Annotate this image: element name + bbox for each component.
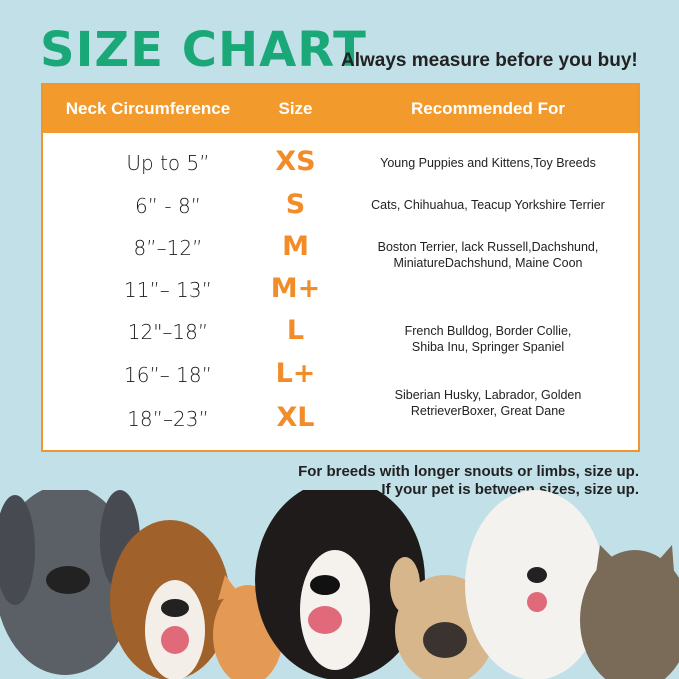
rec-line: MiniatureDachshund, Maine Coon	[393, 256, 583, 270]
table-header: Neck Circumference Size Recommended For	[43, 85, 638, 133]
size-table: Neck Circumference Size Recommended For …	[41, 83, 640, 452]
recommendation: Cats, Chihuahua, Teacup Yorkshire Terrie…	[343, 197, 633, 213]
great-dane-image	[0, 490, 140, 675]
neck-circumference: 12"–18”	[127, 320, 209, 344]
rec-line: French Bulldog, Border Collie,	[404, 324, 572, 338]
rec-line: Siberian Husky, Labrador, Golden	[394, 388, 582, 402]
bernese-image	[255, 490, 425, 679]
neck-circumference: 6” - 8”	[134, 194, 202, 218]
size-label: XS	[275, 146, 316, 177]
size-label: L	[286, 315, 305, 346]
header-size: Size	[278, 99, 313, 118]
note: For breeds with longer snouts or limbs, …	[298, 463, 639, 480]
header-neck: Neck Circumference	[65, 99, 231, 118]
maltese-image	[465, 490, 605, 679]
page-title: SIZE CHART	[40, 22, 367, 78]
size-label: XL	[276, 402, 315, 433]
note: If your pet is between sizes, size up.	[381, 481, 639, 498]
recommendation: Siberian Husky, Labrador, Golden Retrieve…	[343, 387, 633, 419]
size-label: M+	[270, 273, 321, 304]
recommendation: French Bulldog, Border Collie, Shiba Inu,…	[343, 323, 633, 355]
size-label: M	[282, 231, 309, 262]
pets-photo	[0, 490, 679, 679]
neck-circumference: 11”– 13”	[124, 278, 212, 302]
neck-circumference: 16”– 18”	[124, 363, 212, 387]
subtitle: Always measure before you buy!	[341, 50, 638, 71]
size-label: L+	[275, 358, 316, 389]
recommendation: Boston Terrier, lack Russell,Dachshund, M…	[343, 239, 633, 271]
neck-circumference: 8”–12”	[133, 236, 203, 260]
size-label: S	[285, 189, 306, 220]
neck-circumference: Up to 5”	[126, 151, 210, 175]
rec-line: Boston Terrier, lack Russell,Dachshund,	[377, 240, 599, 254]
rec-line: RetrieverBoxer, Great Dane	[410, 404, 566, 418]
maine-coon-image	[580, 545, 679, 679]
recommendation: Young Puppies and Kittens,Toy Breeds	[343, 155, 633, 171]
rec-line: Cats, Chihuahua, Teacup Yorkshire Terrie…	[371, 198, 605, 212]
beagle-image	[110, 520, 230, 679]
rec-line: Young Puppies and Kittens,Toy Breeds	[380, 156, 596, 170]
neck-circumference: 18”–23”	[127, 407, 209, 431]
header-recommended: Recommended For	[411, 99, 565, 118]
sizing-notes: For breeds with longer snouts or limbs, …	[298, 463, 639, 499]
rec-line: Shiba Inu, Springer Spaniel	[411, 340, 565, 354]
